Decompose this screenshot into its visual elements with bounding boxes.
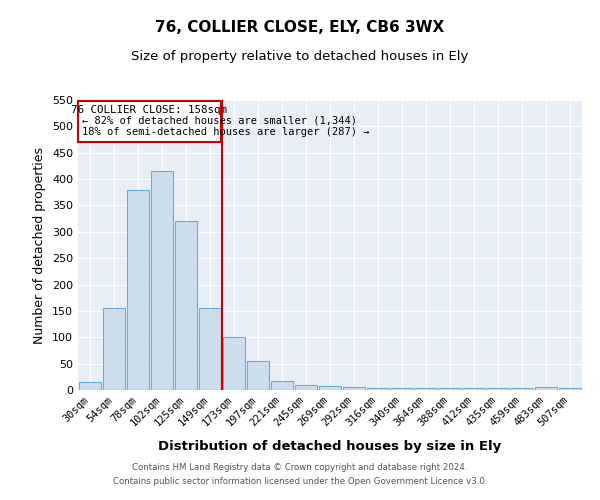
Bar (415, 388, 437, 390)
Bar (439, 388, 461, 390)
Text: Contains HM Land Registry data © Crown copyright and database right 2024.: Contains HM Land Registry data © Crown c… (132, 464, 468, 472)
Bar (151, 171, 173, 390)
Bar (319, 386, 341, 390)
Bar (535, 388, 557, 390)
Text: 76, COLLIER CLOSE, ELY, CB6 3WX: 76, COLLIER CLOSE, ELY, CB6 3WX (155, 20, 445, 35)
X-axis label: Distribution of detached houses by size in Ely: Distribution of detached houses by size … (158, 440, 502, 452)
Bar (463, 388, 485, 390)
Bar (367, 388, 389, 390)
Text: ← 82% of detached houses are smaller (1,344): ← 82% of detached houses are smaller (1,… (82, 116, 356, 126)
Bar (559, 388, 581, 390)
Bar (295, 384, 317, 390)
Bar (487, 388, 509, 390)
Y-axis label: Number of detached properties: Number of detached properties (34, 146, 46, 344)
Bar (78, 101, 221, 142)
Text: 76 COLLIER CLOSE: 158sqm: 76 COLLIER CLOSE: 158sqm (71, 106, 227, 116)
Bar (271, 380, 293, 390)
Bar (175, 222, 197, 390)
Bar (79, 382, 101, 390)
Bar (343, 388, 365, 390)
Bar (127, 190, 149, 390)
Text: Contains public sector information licensed under the Open Government Licence v3: Contains public sector information licen… (113, 477, 487, 486)
Bar (199, 308, 221, 390)
Bar (103, 308, 125, 390)
Bar (511, 388, 533, 390)
Text: Size of property relative to detached houses in Ely: Size of property relative to detached ho… (131, 50, 469, 63)
Bar (391, 388, 413, 390)
Text: 18% of semi-detached houses are larger (287) →: 18% of semi-detached houses are larger (… (82, 128, 369, 138)
Bar (247, 361, 269, 390)
Bar (223, 338, 245, 390)
